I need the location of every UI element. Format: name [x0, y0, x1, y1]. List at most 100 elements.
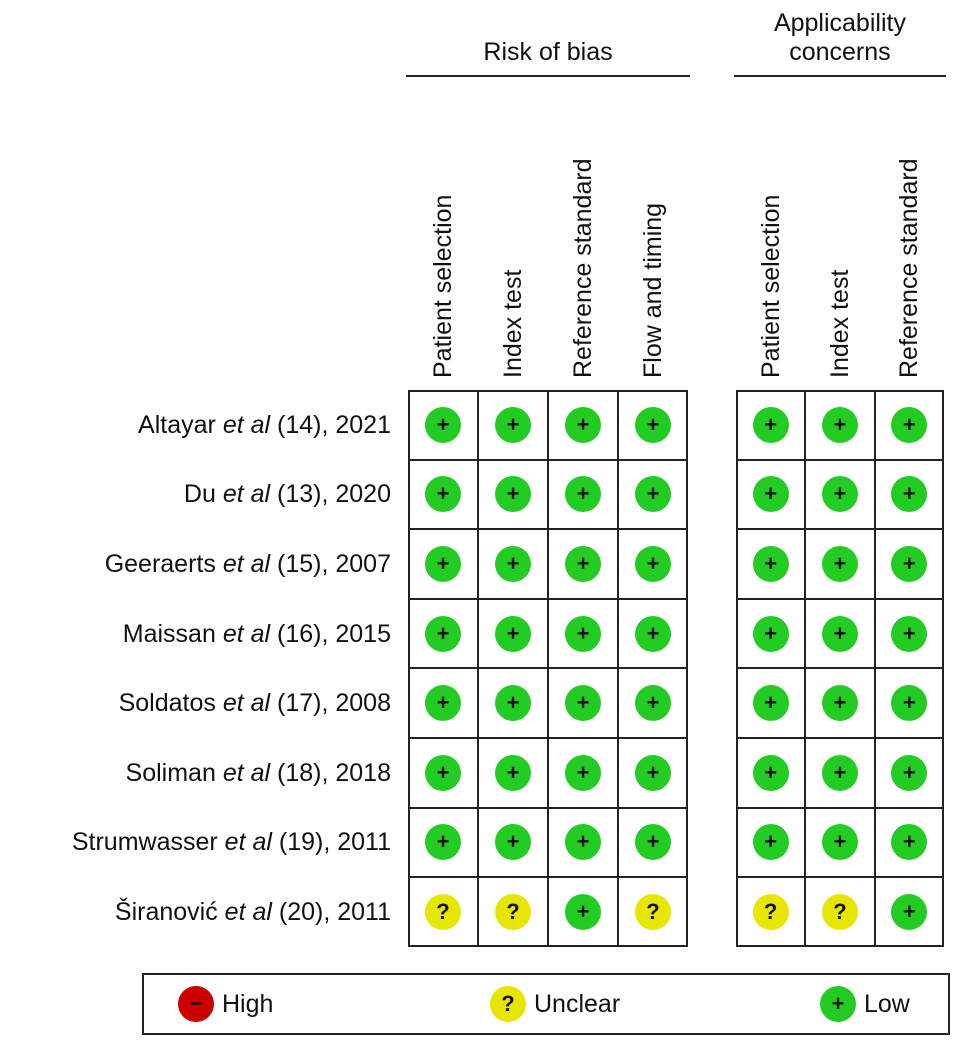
study-etal: et al: [222, 480, 271, 509]
study-reference: (18), 2018: [270, 758, 391, 787]
group-rule: [734, 75, 946, 77]
study-label: Geeraerts et al (15), 2007: [105, 549, 391, 579]
column-label-text: Index test: [825, 269, 854, 378]
grid-line-horizontal: [736, 806, 944, 809]
grid-line-horizontal: [408, 458, 688, 461]
rating-mark-low: +: [565, 894, 601, 930]
study-label: Altayar et al (14), 2021: [138, 410, 391, 440]
rating-mark-low: +: [821, 754, 858, 791]
grid-line-horizontal: [408, 597, 688, 600]
rating-mark-low: +: [635, 406, 671, 443]
rating-mark-unclear: ?: [752, 894, 789, 930]
rating-mark-low: +: [752, 754, 789, 791]
legend-label: Unclear: [534, 989, 621, 1018]
column-label-text: Index test: [499, 269, 527, 378]
rating-mark-low: +: [565, 476, 601, 513]
rating-mark-low: +: [565, 754, 601, 791]
legend-unclear-icon: ?: [490, 986, 526, 1022]
study-reference: (20), 2011: [271, 898, 391, 926]
study-reference: (13), 2020: [270, 480, 391, 509]
rating-mark-unclear: ?: [635, 894, 671, 930]
rating-mark-low: +: [495, 754, 531, 791]
rating-mark-low: +: [635, 615, 671, 652]
grid-line-horizontal: [736, 458, 944, 461]
rating-mark-low: +: [891, 824, 928, 861]
rating-mark-unclear: ?: [495, 894, 531, 930]
rating-mark-low: +: [752, 685, 789, 722]
study-etal: et al: [224, 898, 272, 926]
legend-low-icon: +: [820, 986, 856, 1022]
rating-mark-unclear: ?: [821, 894, 858, 930]
study-author: Maissan: [122, 619, 223, 648]
legend-label: High: [222, 989, 274, 1018]
rating-mark-low: +: [821, 824, 858, 861]
rating-mark-low: +: [752, 406, 789, 443]
group-title-line: Risk of bias: [483, 38, 613, 66]
legend-label: Low: [864, 989, 910, 1018]
column-label-text: Patient selection: [429, 194, 457, 378]
rating-mark-low: +: [425, 685, 461, 722]
grid-line-horizontal: [736, 528, 944, 531]
study-author: Geeraerts: [104, 550, 223, 578]
rating-mark-low: +: [752, 824, 789, 861]
study-etal: et al: [222, 550, 271, 578]
study-etal: et al: [222, 410, 271, 439]
rating-mark-low: +: [891, 894, 928, 930]
study-reference: (14), 2021: [270, 410, 391, 439]
rating-mark-low: +: [425, 406, 461, 443]
rating-mark-low: +: [752, 546, 789, 582]
study-author: Du: [183, 480, 223, 509]
study-label: Du et al (13), 2020: [184, 479, 391, 509]
grid-line-horizontal: [408, 737, 688, 739]
legend-item-low: + Low: [820, 986, 910, 1022]
study-reference: (16), 2015: [270, 619, 391, 648]
rating-mark-low: +: [752, 476, 789, 513]
study-author: Širanović: [114, 898, 225, 926]
rating-mark-low: +: [495, 615, 531, 652]
rating-mark-low: +: [635, 754, 671, 791]
legend-high-icon: −: [178, 986, 214, 1022]
grid-line-horizontal: [736, 876, 944, 879]
study-etal: et al: [222, 689, 271, 718]
grid-line-horizontal: [408, 876, 688, 879]
rating-mark-low: +: [821, 615, 858, 652]
study-label: Soldatos et al (17), 2008: [119, 688, 391, 718]
study-author: Altayar: [138, 410, 223, 439]
grid-line-horizontal: [408, 528, 688, 531]
rating-mark-low: +: [425, 615, 461, 652]
grid-line-horizontal: [408, 806, 688, 809]
grid-line-horizontal: [736, 667, 944, 670]
column-label-text: Reference standard: [895, 158, 924, 378]
study-reference: (17), 2008: [270, 689, 391, 718]
rating-mark-low: +: [821, 406, 858, 443]
group-title-line: Applicability: [773, 9, 906, 37]
rating-mark-low: +: [891, 754, 928, 791]
study-etal: et al: [222, 619, 271, 648]
group-title: Risk of bias: [398, 38, 698, 67]
rating-mark-low: +: [425, 824, 461, 861]
column-label-text: Patient selection: [756, 194, 785, 378]
rating-mark-low: +: [635, 685, 671, 722]
study-author: Soliman: [125, 758, 223, 787]
rating-mark-low: +: [425, 476, 461, 513]
rating-mark-low: +: [495, 546, 531, 582]
study-etal: et al: [222, 758, 271, 787]
study-author: Strumwasser: [71, 828, 225, 857]
rating-mark-low: +: [425, 546, 461, 582]
study-label: Strumwasser et al (19), 2011: [72, 827, 391, 857]
rating-mark-low: +: [891, 685, 928, 722]
rating-mark-low: +: [821, 546, 858, 582]
rating-mark-low: +: [565, 615, 601, 652]
study-label: Širanović et al (20), 2011: [115, 897, 391, 927]
grid-line-horizontal: [408, 667, 688, 670]
study-reference: (19), 2011: [271, 828, 391, 857]
rating-mark-low: +: [891, 546, 928, 582]
rating-mark-low: +: [891, 476, 928, 513]
study-etal: et al: [224, 828, 272, 857]
rating-mark-low: +: [495, 824, 531, 861]
group-title-line: concerns: [789, 38, 891, 66]
study-reference: (15), 2007: [270, 550, 391, 578]
study-label: Maissan et al (16), 2015: [123, 619, 391, 649]
rating-mark-low: +: [495, 685, 531, 722]
rating-mark-low: +: [891, 406, 928, 443]
